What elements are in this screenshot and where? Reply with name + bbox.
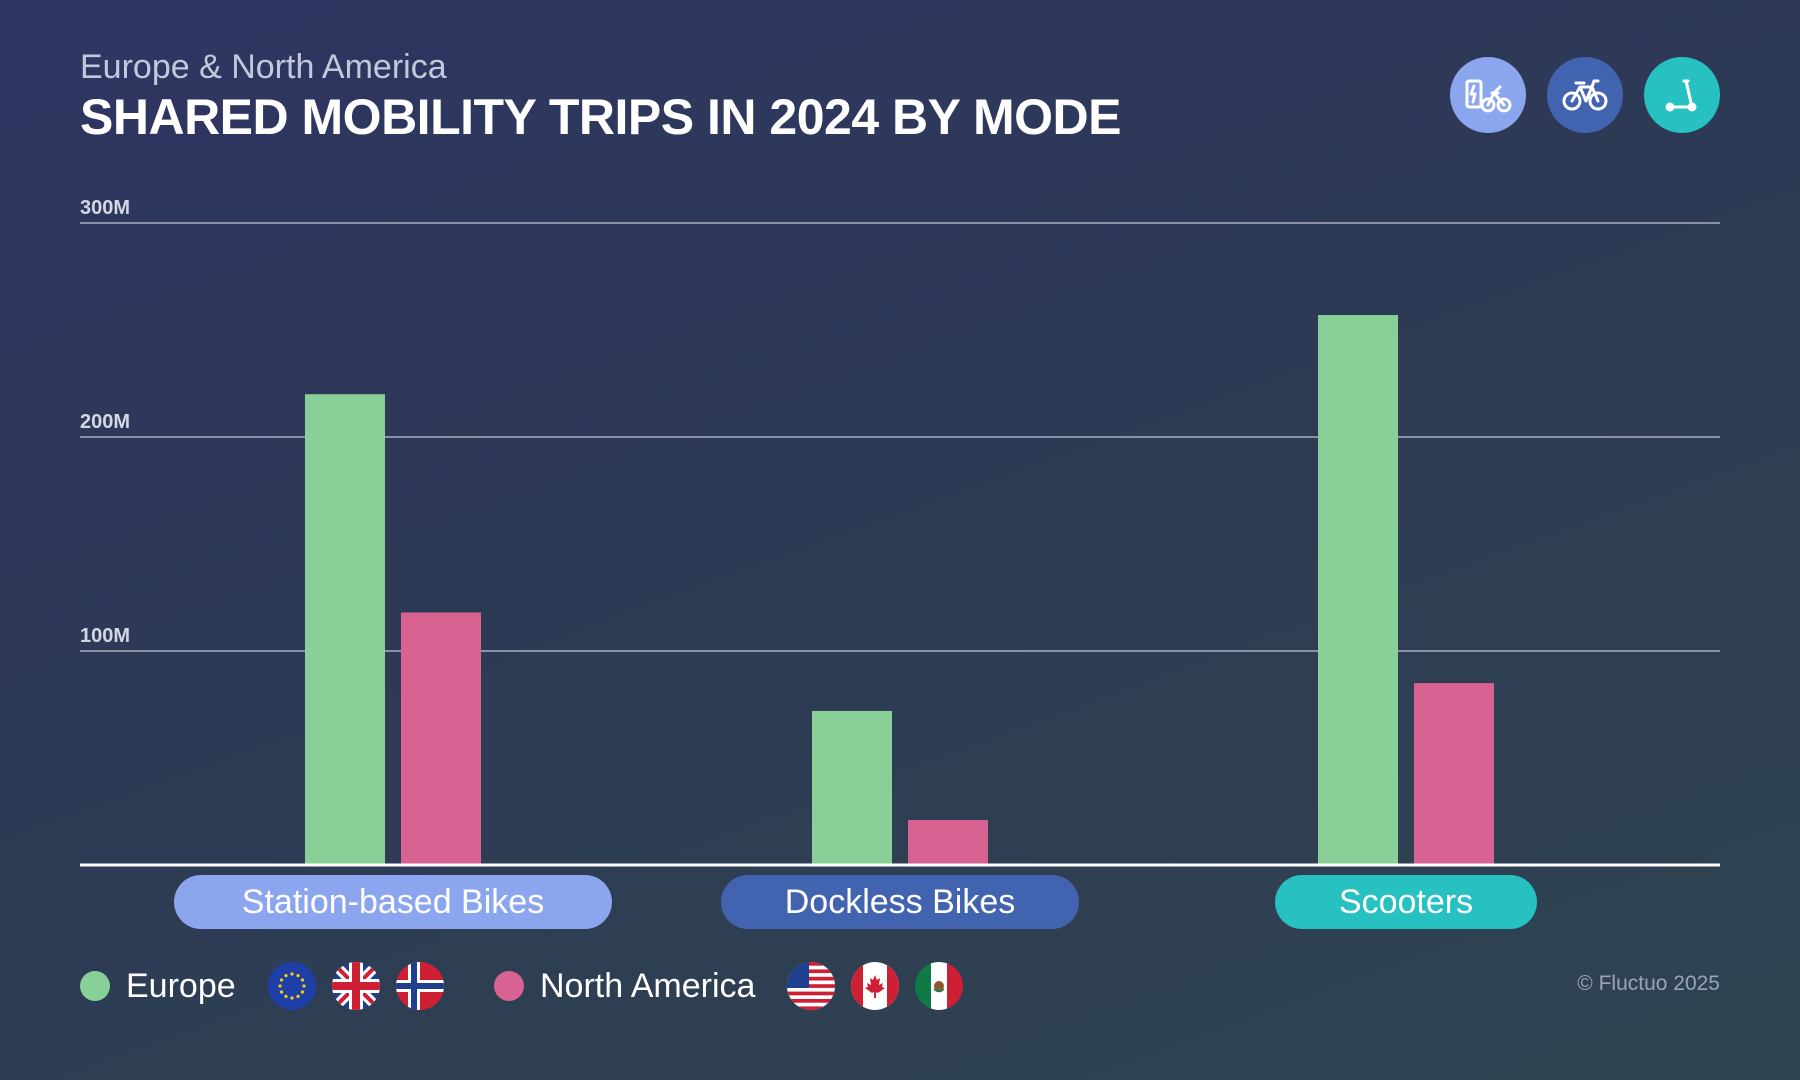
- bar-station-based-bikes-north-america: [401, 612, 481, 865]
- bar-station-based-bikes-europe: [305, 394, 385, 865]
- category-pill-scooters: Scooters: [1275, 875, 1537, 929]
- legend-europe-swatch: [80, 971, 110, 1001]
- legend-north-america-label: North America: [540, 966, 756, 1005]
- y-tick-label-100m: 100M: [80, 625, 130, 647]
- uk-flag-icon: [331, 962, 380, 1010]
- legend-north-america: North America: [494, 960, 964, 1012]
- legend-north-america-swatch: [494, 971, 524, 1001]
- bicycle-icon: [1547, 57, 1623, 133]
- legend-europe: Europe: [80, 960, 444, 1012]
- norway-flag-icon: [395, 962, 444, 1010]
- usa-flag-icon: [787, 962, 836, 1010]
- category-pill-dockless-bikes: Dockless Bikes: [721, 875, 1079, 929]
- legend-europe-label: Europe: [126, 966, 236, 1005]
- bar-dockless-bikes-europe: [812, 710, 892, 865]
- chart-title: SHARED MOBILITY TRIPS IN 2024 BY MODE: [80, 89, 1121, 145]
- mexico-flag-icon: [915, 962, 964, 1010]
- station-bike-icon: [1450, 57, 1526, 133]
- bar-dockless-bikes-north-america: [908, 820, 988, 865]
- y-tick-label-200m: 200M: [80, 411, 130, 433]
- bar-scooters-north-america: [1414, 683, 1494, 865]
- eu-flag-icon: [267, 962, 316, 1010]
- bar-scooters-europe: [1318, 315, 1398, 865]
- y-tick-label-300m: 300M: [80, 197, 130, 219]
- copyright-text: © Fluctuo 2025: [1577, 972, 1720, 995]
- canada-flag-icon: [851, 962, 900, 1010]
- scooter-icon: [1644, 57, 1720, 133]
- chart-subtitle: Europe & North America: [80, 48, 447, 86]
- category-pill-station-based-bikes: Station-based Bikes: [174, 875, 612, 929]
